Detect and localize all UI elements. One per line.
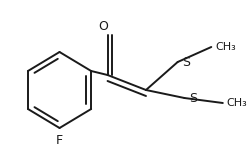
Text: CH₃: CH₃ — [215, 42, 236, 52]
Text: S: S — [182, 55, 190, 69]
Text: S: S — [189, 92, 197, 105]
Text: O: O — [98, 21, 108, 33]
Text: CH₃: CH₃ — [227, 98, 248, 108]
Text: F: F — [56, 133, 63, 147]
